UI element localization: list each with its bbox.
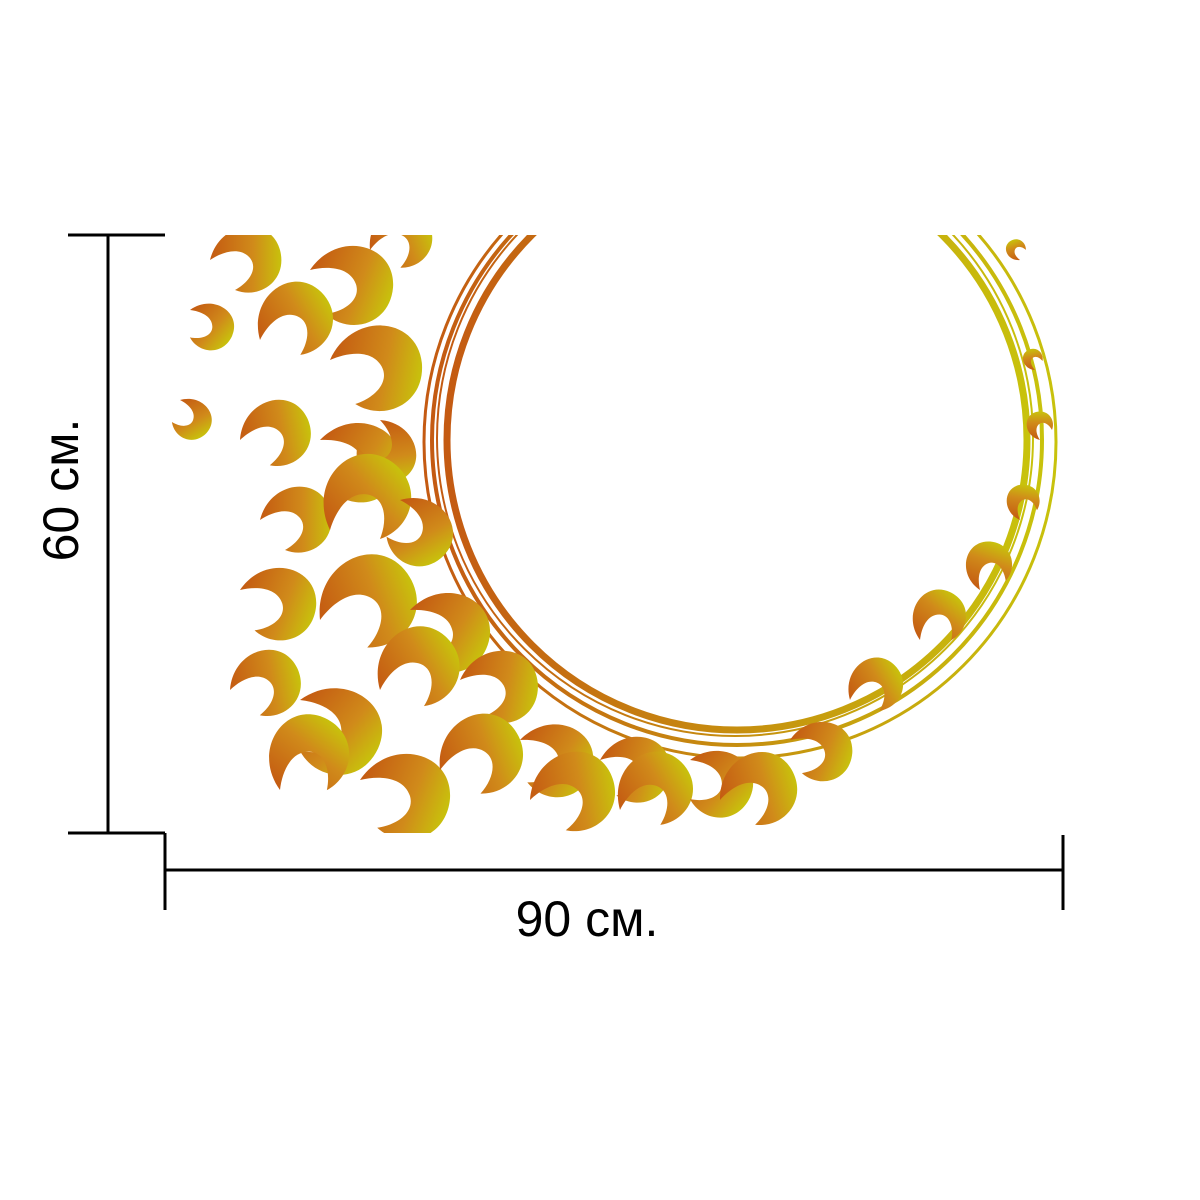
height-label: 60 см. [33, 419, 89, 562]
width-label: 90 см. [516, 891, 659, 947]
ornament [165, 235, 1058, 833]
dimension-lines [68, 233, 1065, 910]
